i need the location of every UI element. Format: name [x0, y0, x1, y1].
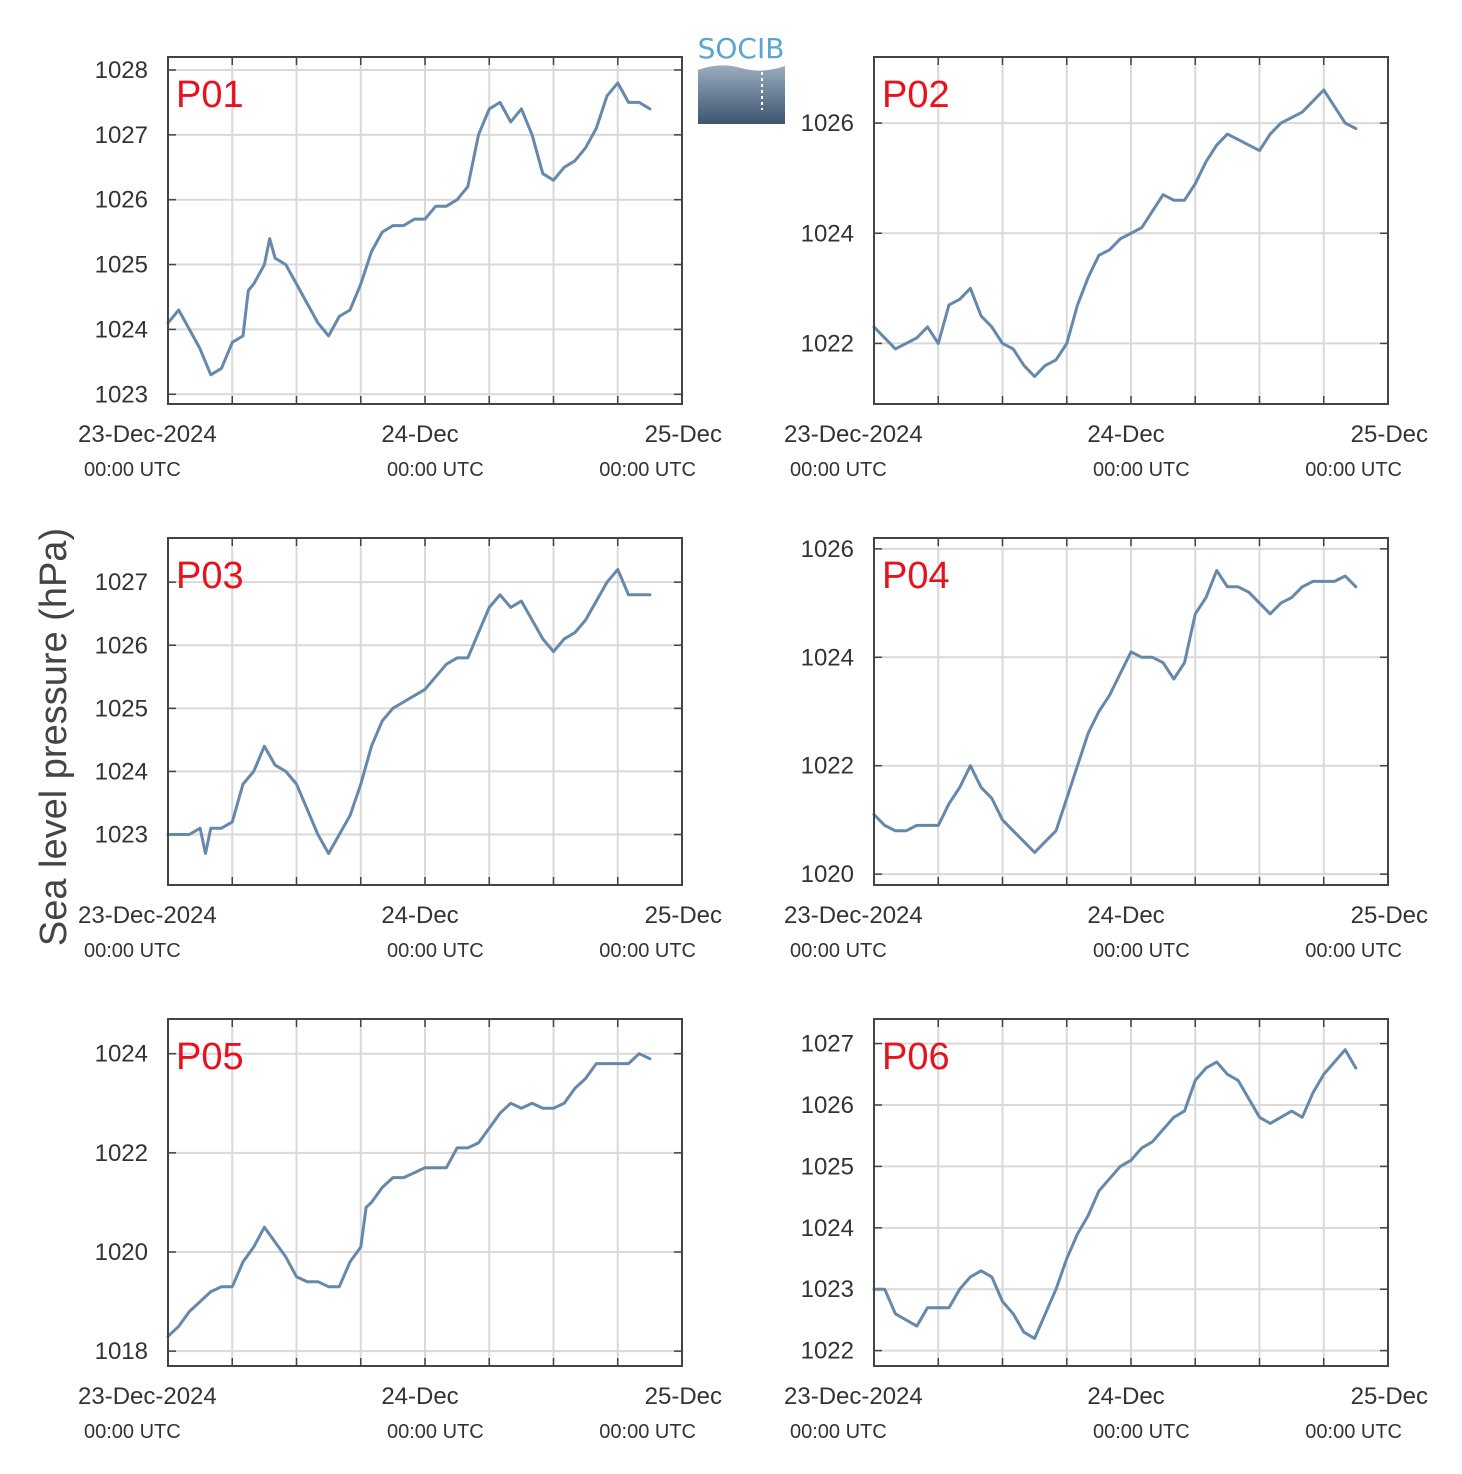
- x-tick-label: 23-Dec-2024: [784, 902, 923, 929]
- panel-p04: 1020 1022 1024 1026 P04 23-Dec-2024 00:00 UTC 2…: [784, 536, 1428, 962]
- x-tick-sublabel: 00:00 UTC: [790, 1421, 887, 1443]
- x-tick-sublabel: 00:00 UTC: [1305, 1421, 1402, 1443]
- y-tick-label: 1026: [95, 632, 148, 659]
- x-tick-sublabel: 00:00 UTC: [84, 940, 181, 962]
- x-tick-label: 25-Dec: [645, 1383, 722, 1410]
- y-tick-label: 1022: [801, 1338, 854, 1365]
- panel-p05: 1018 1020 1022 1024 P05 23-Dec-2024 00:00 UTC 2…: [78, 1018, 722, 1443]
- axes-frame: [167, 1018, 683, 1367]
- y-tick-label: 1022: [801, 753, 854, 780]
- x-tick-label: 24-Dec: [381, 902, 458, 929]
- y-tick-label: 1024: [95, 1041, 148, 1068]
- y-tick-label: 1023: [95, 381, 148, 408]
- series-line: [166, 81, 652, 377]
- y-tick-label: 1028: [95, 57, 148, 84]
- y-tick-label: 1027: [95, 569, 148, 596]
- x-tick-label: 25-Dec: [645, 421, 722, 448]
- y-axis-label: Sea level pressure (hPa): [33, 528, 75, 946]
- y-tick-label: 1020: [801, 861, 854, 888]
- axes-frame: [167, 537, 683, 886]
- x-tick-sublabel: 00:00 UTC: [1305, 940, 1402, 962]
- axes-frame: [167, 56, 683, 405]
- y-tick-label: 1025: [801, 1153, 854, 1180]
- logo-text: SOCIB: [698, 32, 785, 65]
- x-tick-label: 24-Dec: [381, 1383, 458, 1410]
- socib-logo: SOCIB: [698, 32, 785, 124]
- station-label: P01: [176, 74, 244, 116]
- y-tick-label: 1025: [95, 252, 148, 279]
- station-label: P06: [882, 1036, 950, 1078]
- x-tick-label: 24-Dec: [1087, 1383, 1164, 1410]
- axes-frame: [873, 1018, 1389, 1367]
- y-tick-label: 1024: [801, 644, 854, 671]
- station-label: P03: [176, 555, 244, 597]
- y-tick-label: 1020: [95, 1239, 148, 1266]
- series-line: [872, 1048, 1358, 1340]
- x-tick-label: 23-Dec-2024: [784, 1383, 923, 1410]
- station-label: P02: [882, 74, 950, 116]
- series-line: [872, 88, 1358, 378]
- x-tick-label: 23-Dec-2024: [78, 902, 217, 929]
- x-tick-sublabel: 00:00 UTC: [790, 459, 887, 481]
- x-tick-label: 23-Dec-2024: [78, 1383, 217, 1410]
- series-line: [872, 569, 1358, 854]
- y-tick-label: 1024: [801, 220, 854, 247]
- series-line: [166, 1052, 652, 1338]
- x-tick-label: 23-Dec-2024: [78, 421, 217, 448]
- y-tick-label: 1026: [801, 110, 854, 137]
- x-tick-sublabel: 00:00 UTC: [1093, 459, 1190, 481]
- x-tick-label: 25-Dec: [1351, 1383, 1428, 1410]
- x-tick-label: 25-Dec: [1351, 902, 1428, 929]
- y-tick-label: 1024: [95, 316, 148, 343]
- x-tick-sublabel: 00:00 UTC: [84, 459, 181, 481]
- y-tick-label: 1022: [95, 1140, 148, 1167]
- panel-p02: 1022 1024 1026 P02 23-Dec-2024 00:00 UTC 24-De…: [784, 56, 1428, 481]
- x-tick-label: 25-Dec: [1351, 421, 1428, 448]
- panels: 1023 1024 1025 1026 1027 1028 P01 23-Dec-2024 00…: [78, 56, 1428, 1443]
- y-tick-label: 1027: [801, 1031, 854, 1058]
- panel-p01: 1023 1024 1025 1026 1027 1028 P01 23-Dec-2024 00…: [78, 56, 722, 481]
- series-line: [166, 568, 652, 855]
- x-tick-label: 24-Dec: [1087, 421, 1164, 448]
- axes-frame: [873, 537, 1389, 886]
- y-tick-label: 1018: [95, 1338, 148, 1365]
- y-tick-label: 1027: [95, 122, 148, 149]
- logo-wave-mark: [698, 65, 785, 124]
- x-tick-label: 25-Dec: [645, 902, 722, 929]
- x-tick-sublabel: 00:00 UTC: [387, 1421, 484, 1443]
- panel-p06: 1022 1023 1024 1025 1026 1027 P06 23-Dec-2024 00…: [784, 1018, 1428, 1443]
- y-tick-label: 1024: [801, 1215, 854, 1242]
- y-tick-label: 1026: [95, 187, 148, 214]
- x-tick-sublabel: 00:00 UTC: [84, 1421, 181, 1443]
- panel-p03: 1023 1024 1025 1026 1027 P03 23-Dec-2024 00:00 …: [78, 537, 722, 962]
- x-tick-sublabel: 00:00 UTC: [1305, 459, 1402, 481]
- x-tick-sublabel: 00:00 UTC: [1093, 940, 1190, 962]
- y-tick-label: 1024: [95, 758, 148, 785]
- x-tick-sublabel: 00:00 UTC: [599, 459, 696, 481]
- axes-frame: [873, 56, 1389, 405]
- station-label: P05: [176, 1036, 244, 1078]
- x-tick-sublabel: 00:00 UTC: [387, 459, 484, 481]
- x-tick-sublabel: 00:00 UTC: [599, 1421, 696, 1443]
- station-label: P04: [882, 555, 950, 597]
- x-tick-sublabel: 00:00 UTC: [387, 940, 484, 962]
- y-tick-label: 1023: [801, 1276, 854, 1303]
- x-tick-label: 23-Dec-2024: [784, 421, 923, 448]
- y-tick-label: 1025: [95, 695, 148, 722]
- x-tick-sublabel: 00:00 UTC: [790, 940, 887, 962]
- y-tick-label: 1026: [801, 536, 854, 563]
- y-tick-label: 1022: [801, 330, 854, 357]
- y-tick-label: 1023: [95, 822, 148, 849]
- x-tick-label: 24-Dec: [1087, 902, 1164, 929]
- y-tick-label: 1026: [801, 1092, 854, 1119]
- x-tick-label: 24-Dec: [381, 421, 458, 448]
- x-tick-sublabel: 00:00 UTC: [599, 940, 696, 962]
- x-tick-sublabel: 00:00 UTC: [1093, 1421, 1190, 1443]
